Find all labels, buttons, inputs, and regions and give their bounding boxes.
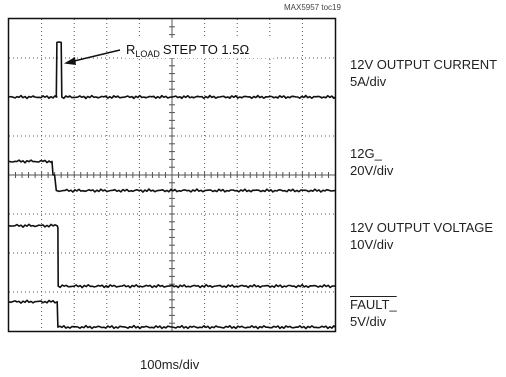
annotation-text: STEP TO 1.5Ω — [163, 42, 250, 57]
channel-4-scale: 5V/div — [350, 314, 387, 329]
channel-2-scale: 20V/div — [350, 163, 394, 178]
plot-frame — [7, 17, 337, 333]
oscilloscope-plot: RLOAD STEP TO 1.5Ω — [7, 17, 337, 333]
trace-12v-output-current — [8, 41, 336, 100]
channel-1-scale: 5A/div — [350, 74, 387, 89]
annotation-label: RLOAD STEP TO 1.5Ω — [126, 42, 250, 59]
annotation-subscript: LOAD — [135, 49, 160, 59]
grid — [9, 19, 335, 331]
traces — [8, 41, 336, 330]
figure-reference: MAX5957 toc19 — [284, 3, 341, 12]
annotation-bg — [124, 38, 274, 58]
trace-12g — [8, 159, 336, 193]
channel-4-name: FAULT_ — [350, 297, 397, 312]
channel-3-name: 12V OUTPUT VOLTAGE — [350, 220, 494, 235]
trace-12v-output-voltage — [8, 223, 336, 289]
time-scale-label: 100ms/div — [140, 357, 200, 372]
annotation-prefix: R — [126, 42, 135, 57]
channel-2-name: 12G_ — [350, 146, 382, 161]
channel-3-scale: 10V/div — [350, 237, 394, 252]
trace-fault — [8, 299, 336, 330]
channel-1-name: 12V OUTPUT CURRENT — [350, 57, 498, 72]
annotation-arrow — [64, 49, 121, 65]
